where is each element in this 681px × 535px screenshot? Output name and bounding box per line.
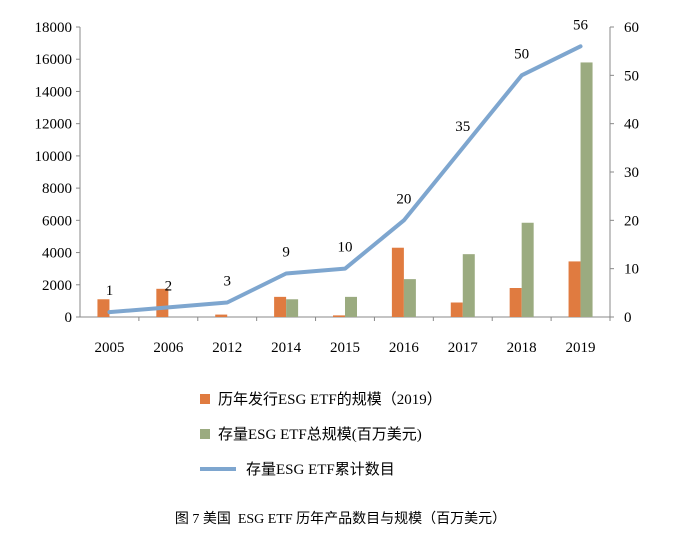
x-tick-label: 2016 — [389, 340, 420, 356]
bar-total-size — [462, 254, 475, 317]
line-data-label: 3 — [223, 274, 231, 290]
x-tick-label: 2018 — [507, 340, 537, 356]
legend-item-total-size: 存量ESG ETF总规模(百万美元) — [200, 416, 442, 451]
legend-swatch-total-size — [200, 428, 210, 439]
chart-area: 0 2000 4000 6000 8000 10000 12000 14000 16000 180… — [35, 17, 640, 356]
y-right-tick-label: 0 — [624, 310, 632, 326]
x-tick-label: 2015 — [330, 340, 360, 356]
bar-issuance — [450, 302, 463, 317]
y-right-tick-label: 40 — [624, 117, 639, 133]
bar-total-size — [521, 222, 534, 317]
line-data-label: 56 — [573, 17, 589, 33]
figure-caption: 图 7 美国 ESG ETF 历年产品数目与规模（百万美元） — [174, 512, 507, 527]
line-count-series — [107, 44, 583, 315]
bar-issuance — [333, 315, 345, 317]
y-left-tick-label: 6000 — [42, 213, 72, 229]
y-left-tick-label: 14000 — [35, 84, 73, 100]
y-right-tick-label: 60 — [624, 20, 639, 36]
legend-swatch-count — [200, 466, 236, 471]
legend-item-count: 存量ESG ETF累计数目 — [200, 451, 442, 486]
y-right-tick-label: 50 — [624, 68, 639, 84]
y-right-tick-label: 30 — [624, 165, 639, 181]
y-left-tick-label: 12000 — [35, 117, 73, 133]
bar-total-size — [580, 62, 593, 317]
y-left-tick-label: 8000 — [42, 181, 72, 197]
line-data-label: 10 — [338, 240, 353, 256]
legend-item-issuance: 历年发行ESG ETF的规模（2019） — [200, 381, 442, 416]
bar-issuance — [274, 296, 287, 317]
bar-total-size — [286, 299, 299, 317]
legend-label-total-size: 存量ESG ETF总规模(百万美元) — [218, 427, 422, 443]
x-tick-label: 2006 — [153, 340, 184, 356]
y-left-tick-label: 18000 — [35, 20, 73, 36]
bar-total-size — [345, 296, 357, 317]
y-left-tick-label: 4000 — [42, 246, 72, 262]
legend-label-issuance: 历年发行ESG ETF的规模（2019） — [218, 392, 442, 408]
legend: 历年发行ESG ETF的规模（2019） 存量ESG ETF总规模(百万美元) … — [200, 381, 442, 486]
bar-issuance — [568, 261, 581, 317]
line-data-label: 50 — [514, 46, 529, 62]
x-tick-label: 2012 — [212, 340, 242, 356]
legend-swatch-issuance — [200, 393, 210, 404]
y-left-tick-label: 0 — [65, 310, 73, 326]
bar-issuance — [391, 247, 404, 317]
x-tick-label: 2005 — [94, 340, 124, 356]
legend-label-count: 存量ESG ETF累计数目 — [246, 462, 395, 478]
bar-issuance — [215, 314, 228, 317]
x-tick-label: 2014 — [271, 340, 302, 356]
y-right-tick-label: 20 — [624, 213, 639, 229]
line-data-label: 35 — [455, 119, 470, 135]
bar-total-size — [403, 279, 416, 317]
line-data-label: 2 — [165, 278, 173, 294]
bar-issuance — [97, 299, 110, 317]
x-tick-label: 2019 — [566, 340, 596, 356]
bar-issuance — [509, 288, 522, 317]
y-left-tick-label: 10000 — [35, 149, 73, 165]
x-tick-label: 2017 — [448, 340, 479, 356]
line-data-label: 20 — [396, 191, 411, 207]
y-left-tick-label: 16000 — [35, 52, 73, 68]
line-data-label: 1 — [106, 283, 114, 299]
line-data-label: 9 — [282, 245, 290, 261]
y-right-tick-label: 10 — [624, 262, 639, 278]
y-left-tick-label: 2000 — [42, 278, 72, 294]
